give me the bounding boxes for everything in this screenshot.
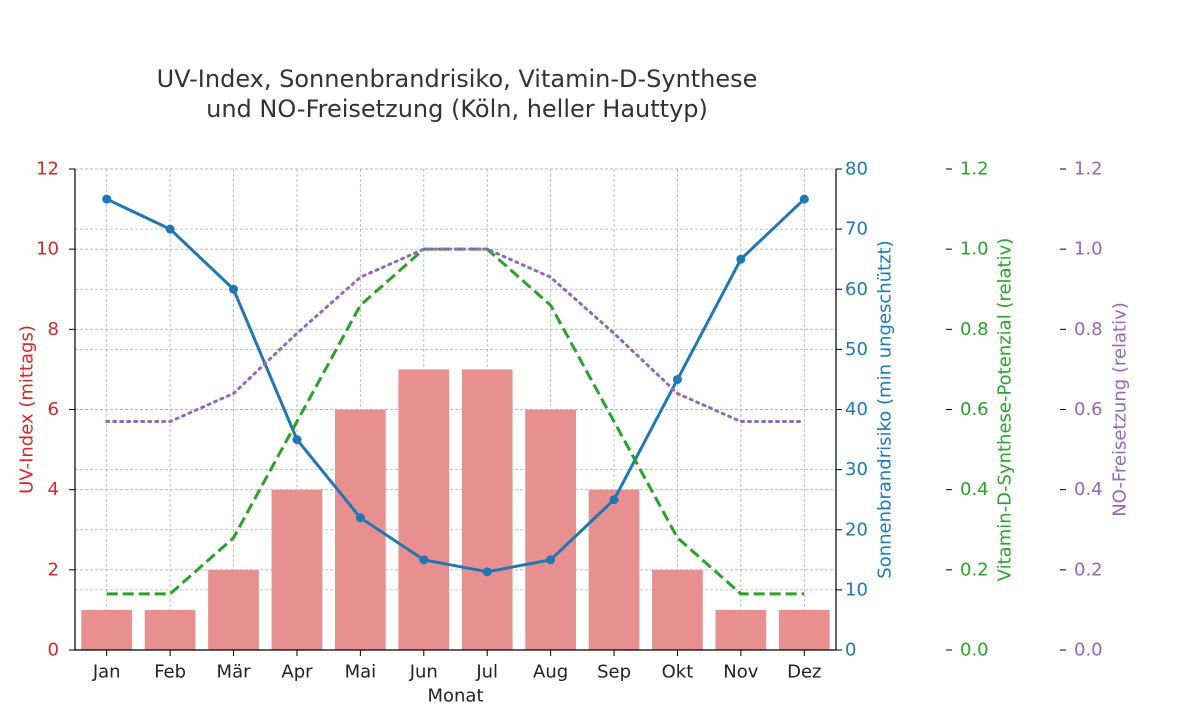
burn-tick-label: 0 — [845, 640, 856, 661]
uv-bar — [81, 609, 133, 650]
no-tick-label: 0.4 — [1074, 479, 1103, 500]
vitd-tick-label: 0.8 — [960, 319, 989, 340]
axes — [69, 168, 1066, 656]
burn-marker — [799, 194, 809, 204]
burn-marker — [102, 194, 112, 204]
x-tick-label: Jun — [409, 662, 438, 683]
chart-text: 0 2 4 6 8 10 12 0 10 20 30 40 50 60 70 80 0.0 0.2 0.4 0.6 0.… — [17, 65, 1131, 707]
chart-title: UV-Index, Sonnenbrandrisiko, Vitamin-D-S… — [157, 65, 758, 93]
uv-tick-label: 0 — [48, 640, 59, 661]
burn-marker — [165, 224, 175, 234]
x-tick-label: Sep — [597, 662, 631, 683]
uv-tick-label: 6 — [48, 399, 59, 420]
burn-marker — [229, 284, 239, 294]
no-series-line — [105, 247, 806, 424]
no-tick-label: 0.6 — [1074, 399, 1103, 420]
uv-bar — [588, 489, 640, 650]
no-tick-label: 1.0 — [1074, 239, 1103, 260]
burn-tick-label: 70 — [845, 219, 868, 240]
x-tick-label: Jan — [92, 662, 121, 683]
x-tick-label: Mai — [345, 662, 377, 683]
burn-marker — [736, 254, 746, 264]
uv-bar — [652, 569, 703, 650]
uv-tick-label: 8 — [48, 319, 59, 340]
burn-tick-label: 30 — [845, 459, 868, 480]
uv-bar — [461, 369, 513, 650]
burn-marker — [419, 555, 429, 565]
x-tick-label: Mär — [217, 662, 252, 683]
uv-bar — [271, 489, 323, 650]
vitd-series-line — [106, 247, 805, 596]
uv-axis-label: UV-Index (mittags) — [17, 325, 38, 494]
vitd-axis-label: Vitamin-D-Synthese-Potenzial (relativ) — [995, 238, 1016, 582]
x-tick-label: Feb — [154, 662, 186, 683]
vitd-tick-label: 0.4 — [960, 479, 989, 500]
uv-bar — [525, 409, 576, 650]
burn-tick-label: 80 — [845, 159, 868, 180]
uv-tick-label: 12 — [36, 159, 59, 180]
uv-bar — [398, 369, 450, 650]
burn-tick-label: 40 — [845, 399, 868, 420]
vitd-tick-label: 1.0 — [960, 239, 989, 260]
no-tick-label: 0.0 — [1074, 640, 1103, 661]
vitd-tick-label: 0.0 — [960, 640, 989, 661]
x-tick-label: Apr — [281, 662, 313, 683]
x-tick-label: Nov — [723, 662, 758, 683]
uv-tick-label: 4 — [48, 479, 59, 500]
series-lines — [102, 194, 809, 596]
chart-title: und NO-Freisetzung (Köln, heller Hauttyp… — [206, 95, 708, 123]
uv-bar — [778, 609, 830, 650]
burn-marker — [292, 435, 302, 445]
x-tick-label: Jul — [475, 662, 498, 683]
burn-tick-label: 20 — [845, 519, 868, 540]
vitd-tick-label: 0.6 — [960, 399, 989, 420]
burn-axis-label: Sonnenbrandrisiko (min ungeschützt) — [875, 240, 896, 578]
burn-tick-label: 10 — [845, 579, 868, 600]
uv-bar — [715, 609, 767, 650]
no-tick-label: 0.8 — [1074, 319, 1103, 340]
x-tick-label: Dez — [787, 662, 821, 683]
uv-tick-label: 2 — [48, 559, 59, 580]
burn-tick-label: 50 — [845, 339, 868, 360]
x-tick-label: Aug — [533, 662, 568, 683]
burn-tick-label: 60 — [845, 279, 868, 300]
x-axis-label: Monat — [427, 686, 483, 707]
uv-tick-label: 10 — [36, 239, 59, 260]
no-tick-label: 1.2 — [1074, 159, 1103, 180]
burn-series-line — [106, 197, 806, 574]
no-tick-label: 0.2 — [1074, 559, 1103, 580]
vitd-tick-label: 0.2 — [960, 559, 989, 580]
uv-bar — [208, 569, 259, 650]
burn-marker — [546, 555, 556, 565]
no-axis-label: NO-Freisetzung (relativ) — [1110, 302, 1131, 517]
burn-marker — [482, 567, 492, 577]
x-tick-label: Okt — [662, 662, 694, 683]
burn-marker — [355, 513, 365, 523]
burn-marker — [609, 495, 619, 505]
vitd-tick-label: 1.2 — [960, 159, 989, 180]
uv-bar — [144, 609, 196, 650]
burn-marker — [672, 374, 682, 384]
